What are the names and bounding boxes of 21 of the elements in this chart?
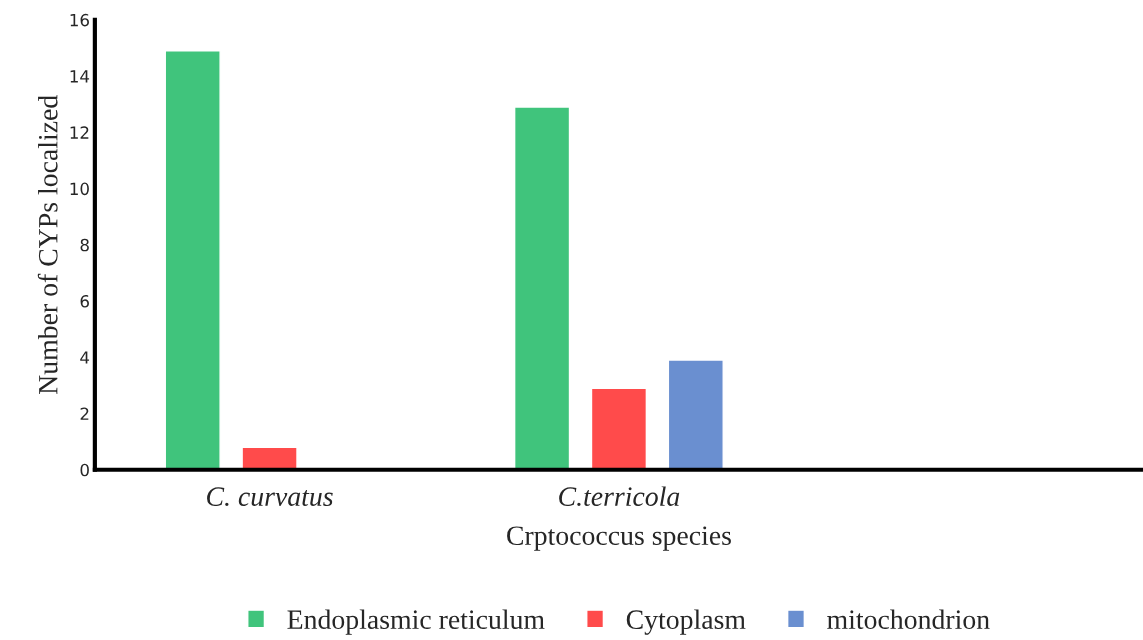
- y-tick-label: 6: [80, 295, 89, 308]
- bar: [667, 359, 724, 470]
- y-tick-label: 12: [70, 126, 89, 139]
- bar: [241, 446, 298, 470]
- x-tick-label: C. curvatus: [207, 487, 333, 507]
- y-tick-label: 0: [80, 463, 89, 477]
- x-tick-label: C.terricola: [559, 486, 680, 507]
- y-tick-label: 8: [80, 238, 89, 252]
- y-axis-title: Number of CYPs localized: [37, 95, 58, 395]
- y-tick-label: 4: [80, 351, 90, 364]
- legend-label: Cytoplasm: [626, 609, 746, 635]
- y-tick-label: 2: [80, 407, 89, 420]
- bar: [590, 387, 648, 470]
- bar: [513, 106, 571, 470]
- x-axis-title: Crptococcus species: [507, 526, 731, 551]
- bar: [164, 50, 221, 470]
- y-tick-label: 10: [70, 182, 89, 196]
- y-tick-label: 16: [70, 13, 89, 27]
- legend-label: Endoplasmic reticulum: [287, 609, 545, 635]
- y-tick-label: 14: [70, 70, 90, 83]
- legend-label: mitochondrion: [827, 609, 990, 630]
